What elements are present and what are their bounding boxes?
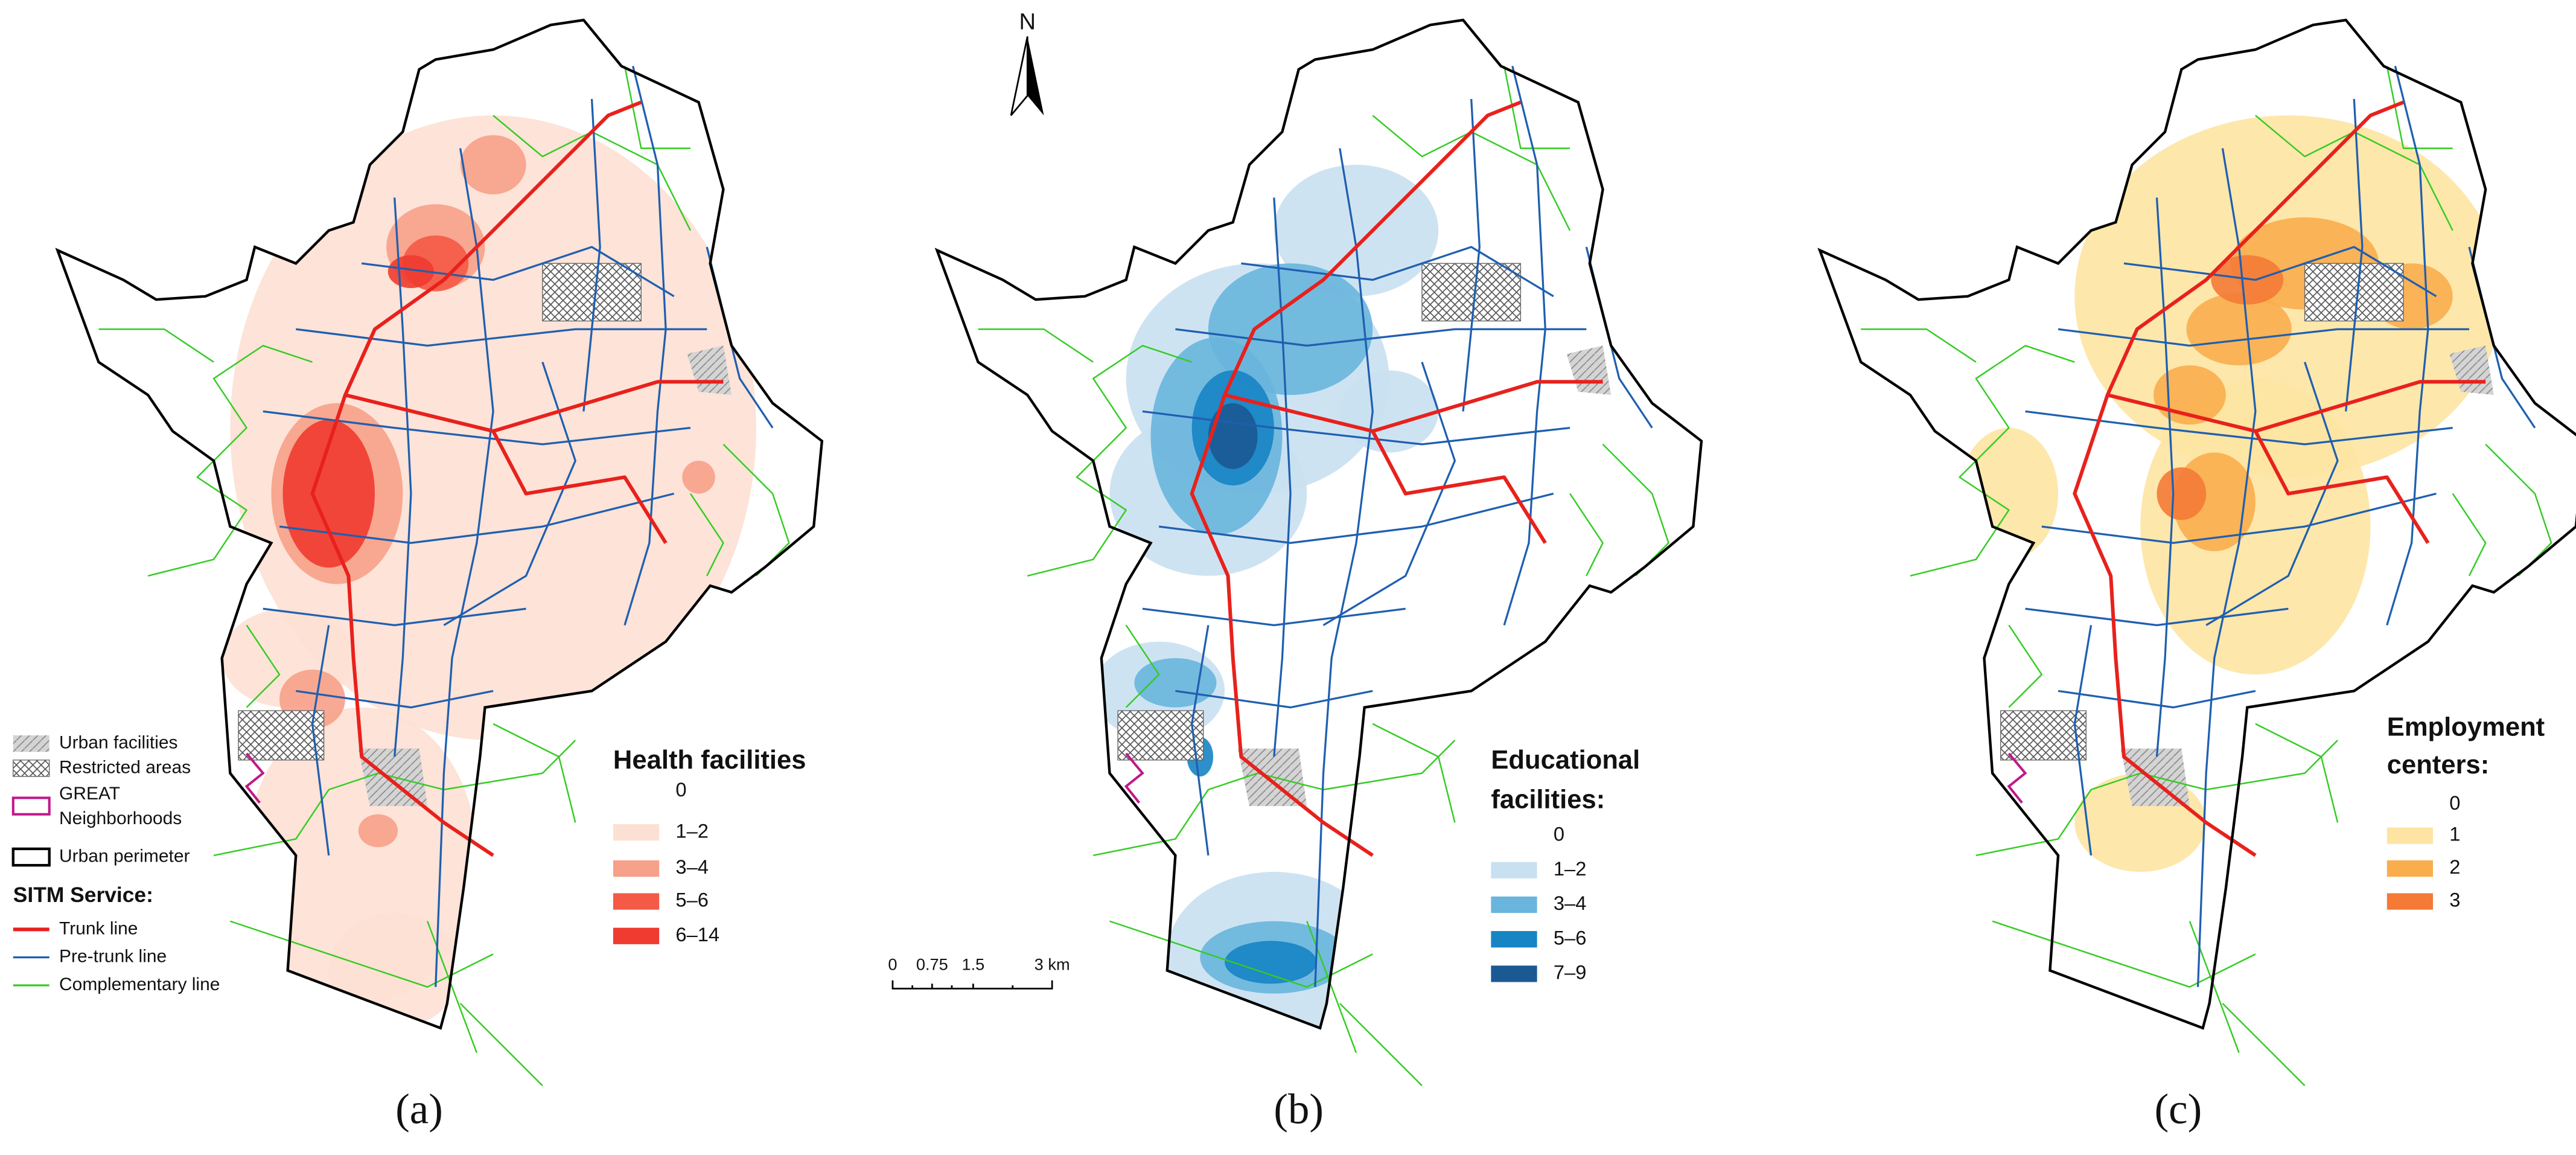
north-arrow-left — [1010, 36, 1028, 117]
panel-label: (c) — [2155, 1086, 2202, 1133]
density-area — [2140, 378, 2371, 675]
legend-label: Trunk line — [59, 918, 138, 938]
legend-symbol — [13, 735, 49, 752]
legend-title: Health facilities — [613, 746, 806, 775]
map-panel: Educational facilities: 0 1–2 3–4 5–6 7–9 (b) — [937, 20, 1701, 1133]
legend-label: 1–2 — [675, 819, 709, 842]
legend-swatch — [2386, 827, 2434, 844]
legend-label: 0 — [675, 778, 686, 801]
density-area — [1134, 657, 1217, 708]
density-area — [682, 461, 715, 494]
density-layer — [1959, 115, 2502, 872]
legend-swatch — [613, 927, 660, 944]
density-area — [1208, 403, 1258, 469]
north-arrow-right — [1027, 36, 1044, 116]
legend-title: centers: — [2387, 750, 2490, 779]
legend-label: 7–9 — [1554, 961, 1587, 984]
legend-label: 3–4 — [675, 856, 709, 878]
legend-swatch — [1491, 965, 1537, 982]
common-layout: N — [891, 9, 1053, 990]
density-area — [358, 814, 398, 848]
legend-label: 3–4 — [1554, 892, 1587, 914]
legend-title: SITM Service: — [13, 883, 153, 907]
scale-label: 1.5 — [961, 955, 984, 973]
scale-bar — [891, 980, 1053, 990]
legend-label: 2 — [2449, 856, 2460, 878]
legend-label: 5–6 — [675, 889, 709, 911]
density-area — [2157, 467, 2207, 520]
legend-label: Neighborhoods — [59, 808, 182, 828]
legend-label: 6–14 — [675, 923, 719, 945]
legend-swatch — [2386, 860, 2434, 877]
panel-label: (b) — [1274, 1086, 1324, 1133]
legend-label: 3 — [2449, 889, 2460, 911]
density-area — [1959, 427, 2059, 560]
map-panel: Employment centers: 0 1 2 3 (c) — [1820, 20, 2576, 1133]
legend-symbol — [13, 760, 50, 777]
scale-label: 3 km — [1035, 955, 1070, 973]
panel-label: (a) — [395, 1086, 443, 1133]
legend-label: Urban facilities — [59, 733, 177, 753]
map-legend: Urban facilities Restricted areas GREAT Nei… — [11, 733, 220, 994]
legend-swatch — [2386, 893, 2434, 910]
legend-swatch — [613, 893, 660, 910]
legend-swatch — [2386, 796, 2434, 813]
density-area — [2186, 293, 2292, 366]
density-area — [2211, 255, 2284, 305]
panels: Health facilities 0 1–2 3–4 5–6 6–14 (a) Educat… — [57, 20, 2576, 1133]
legend-symbol — [11, 796, 51, 816]
legend-label: Pre-trunk line — [59, 947, 167, 967]
density-layer — [1093, 164, 1439, 1028]
density-area — [1274, 164, 1439, 296]
legend-swatch — [613, 824, 660, 841]
scale-label: 0 — [888, 955, 897, 973]
north-label: N — [1019, 9, 1036, 35]
legend-label: GREAT — [59, 784, 120, 804]
legend-label: 0 — [2449, 792, 2460, 814]
legend-label: Complementary line — [59, 974, 220, 994]
density-area — [1339, 370, 1439, 453]
map-panel: Health facilities 0 1–2 3–4 5–6 6–14 (a) — [57, 20, 822, 1133]
density-area — [1225, 941, 1317, 984]
scale-label: 0.75 — [916, 955, 948, 973]
legend-title: Educational — [1491, 746, 1640, 775]
density-area — [460, 135, 526, 194]
legend-swatch — [1491, 896, 1537, 913]
legend-swatch — [1491, 827, 1537, 844]
legend-title: Employment — [2387, 713, 2545, 742]
legend-swatch — [613, 782, 660, 800]
legend-label: 0 — [1554, 823, 1564, 845]
legend-symbol — [11, 847, 51, 867]
legend-label: Restricted areas — [59, 757, 191, 777]
legend-label: 1–2 — [1554, 857, 1587, 880]
legend-swatch — [613, 860, 660, 877]
legend-label: Urban perimeter — [59, 846, 190, 866]
legend-title: facilities: — [1491, 785, 1605, 814]
legend-swatch — [1491, 931, 1537, 948]
legend-label: 5–6 — [1554, 926, 1587, 949]
legend-label: 1 — [2449, 823, 2460, 845]
legend-swatch — [1491, 862, 1537, 878]
